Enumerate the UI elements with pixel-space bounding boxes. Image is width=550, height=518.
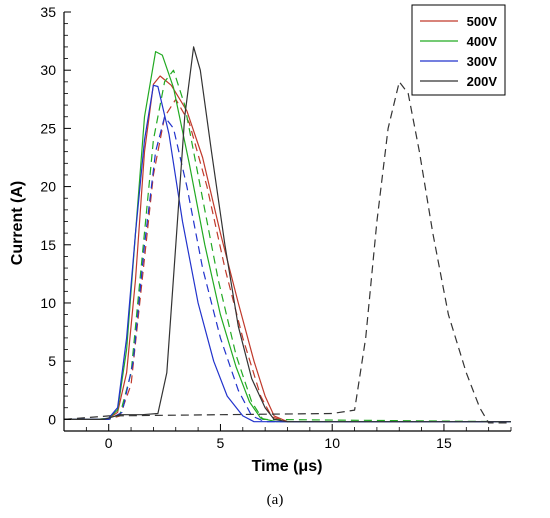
series-line-300V-dashed [64, 116, 511, 423]
y-tick-label: 10 [40, 295, 56, 311]
legend-label-300V: 300V [467, 54, 498, 69]
figure-caption: (a) [266, 492, 284, 508]
x-tick-label: 0 [105, 435, 113, 451]
series-line-500V-dashed [64, 98, 511, 423]
legend-box [411, 4, 506, 96]
series-lines [64, 46, 511, 424]
series-line-200V-dashed [64, 81, 511, 424]
legend: 500V 400V 300V 200V [411, 4, 506, 96]
y-tick-label: 15 [40, 237, 56, 253]
ticks: 0 5 10 15 0 5 10 15 20 25 30 35 [40, 4, 512, 451]
y-axis-title: Current (A) [9, 181, 26, 265]
y-tick-label: 0 [48, 411, 56, 427]
series-line-300V-solid [64, 84, 511, 423]
x-axis-title: Time (μs) [252, 458, 323, 475]
y-tick-label: 5 [48, 353, 56, 369]
y-tick-label: 35 [40, 4, 56, 20]
y-tick-label: 20 [40, 179, 56, 195]
y-tick-label: 25 [40, 120, 56, 136]
x-tick-label: 10 [324, 435, 340, 451]
series-line-200V-solid [64, 46, 511, 423]
y-tick-label: 30 [40, 62, 56, 78]
legend-label-500V: 500V [467, 14, 498, 29]
legend-label-200V: 200V [467, 74, 498, 89]
x-tick-label: 15 [436, 435, 452, 451]
plot-area [64, 46, 511, 424]
series-line-400V-dashed [64, 69, 511, 423]
series-line-400V-solid [64, 51, 511, 423]
legend-label-400V: 400V [467, 34, 498, 49]
x-tick-label: 5 [217, 435, 225, 451]
series-line-500V-solid [64, 75, 511, 423]
